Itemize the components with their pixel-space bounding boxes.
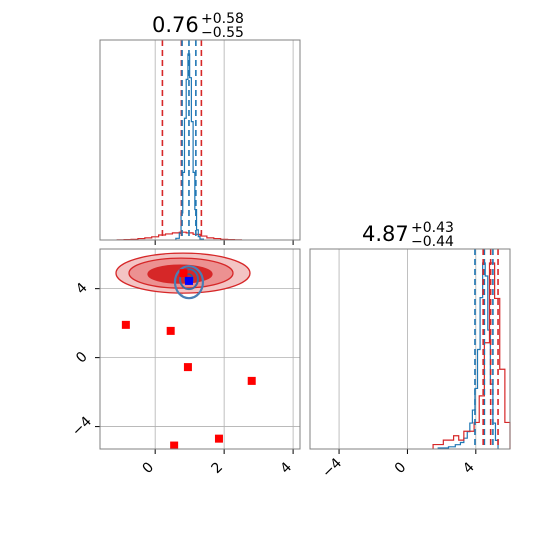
red-marker bbox=[183, 363, 192, 372]
red-marker bbox=[170, 441, 179, 449]
title-param1: 0.76 +0.58 −0.55 bbox=[152, 11, 244, 41]
red-marker bbox=[214, 434, 223, 443]
tick-label-x: 4 bbox=[460, 459, 478, 477]
tick-label-y: −4 bbox=[69, 414, 95, 440]
scatter-panel: 0 2 4 −4 0 4 bbox=[69, 248, 301, 477]
blue-contour-outer bbox=[173, 265, 205, 300]
title-param1-median: 0.76 bbox=[152, 13, 199, 37]
tick-label-x: −4 bbox=[319, 455, 345, 481]
tick-label-x: 2 bbox=[208, 459, 226, 477]
scatter-content bbox=[115, 252, 256, 449]
blue-contour-inner bbox=[178, 268, 199, 291]
axes-frame bbox=[99, 248, 301, 450]
tick-label-x: 0 bbox=[392, 459, 410, 477]
histogram-param2-panel: −4 0 4 bbox=[309, 248, 511, 481]
title-param2: 4.87 +0.43 −0.44 bbox=[362, 220, 454, 250]
tick-label-x: 4 bbox=[277, 459, 295, 477]
tick-label-y: 4 bbox=[73, 280, 91, 298]
red-marker bbox=[179, 269, 188, 278]
title-param1-minus: −0.55 bbox=[201, 25, 244, 41]
red-histogram bbox=[116, 231, 242, 241]
histogram-param1-panel bbox=[99, 39, 301, 245]
tick-label-x: 0 bbox=[140, 459, 158, 477]
axes-frame bbox=[99, 39, 301, 241]
red-marker bbox=[166, 326, 175, 335]
title-param2-plus: +0.43 bbox=[411, 220, 454, 236]
plot-area bbox=[100, 40, 300, 240]
blue-marker bbox=[184, 276, 193, 285]
red-marker bbox=[121, 320, 130, 329]
title-param2-median: 4.87 bbox=[362, 222, 409, 246]
plot-area bbox=[310, 249, 510, 449]
red-histogram bbox=[432, 262, 511, 449]
tick-label-y: 0 bbox=[73, 349, 91, 367]
axes-frame bbox=[309, 248, 511, 450]
title-param2-minus: −0.44 bbox=[411, 234, 454, 250]
title-param1-plus: +0.58 bbox=[201, 11, 244, 27]
red-marker bbox=[247, 376, 256, 385]
